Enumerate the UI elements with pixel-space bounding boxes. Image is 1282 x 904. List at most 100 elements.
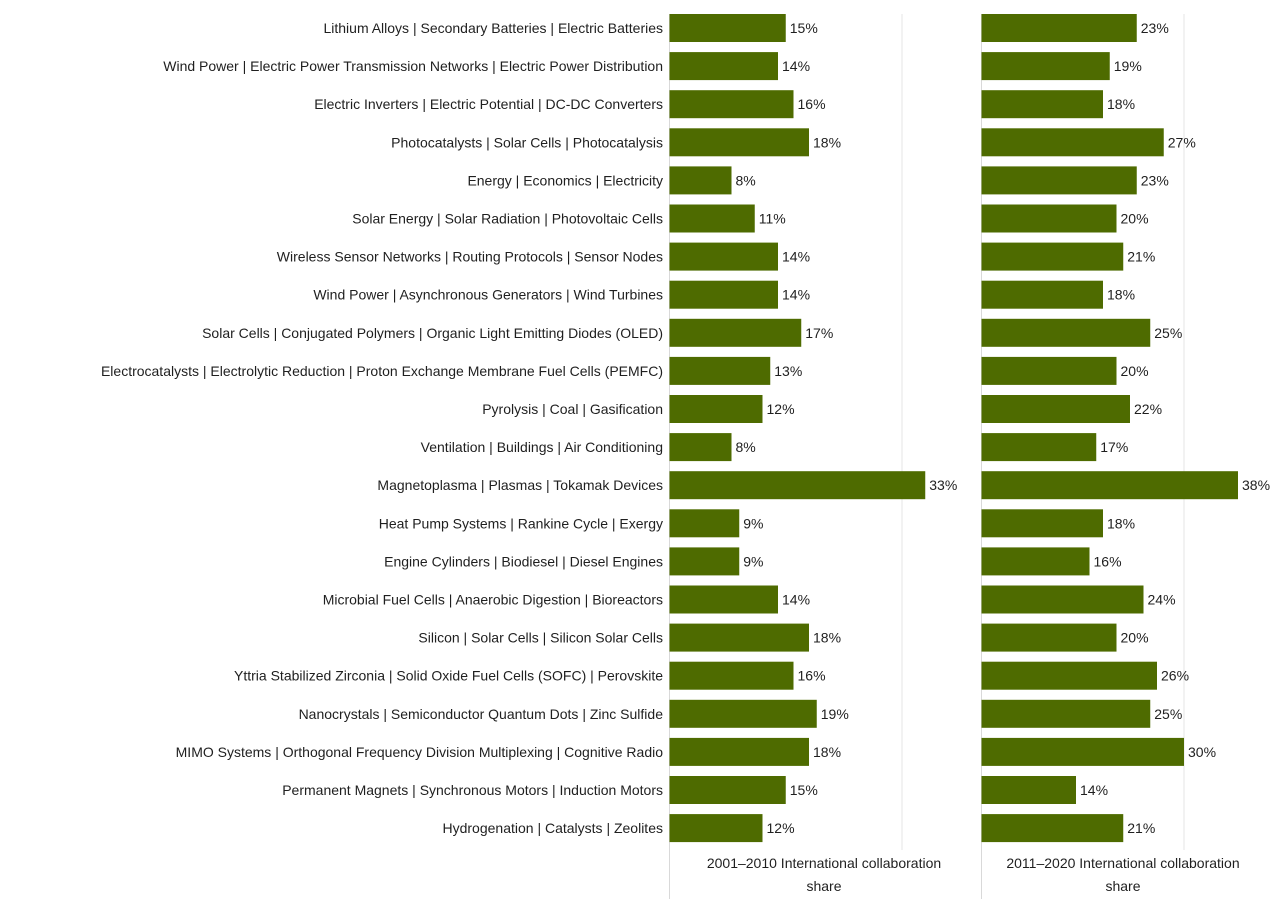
bar [981, 204, 1117, 233]
category-label: Yttria Stabilized Zirconia | Solid Oxide… [234, 668, 663, 684]
panel-title: 2001–2010 International collaboration [707, 855, 941, 871]
category-label: Nanocrystals | Semiconductor Quantum Dot… [299, 706, 664, 722]
bar [669, 14, 786, 42]
bar [669, 166, 732, 195]
data-label: 14% [782, 287, 810, 303]
data-label: 9% [743, 515, 763, 531]
category-label: Lithium Alloys | Secondary Batteries | E… [323, 20, 663, 36]
data-label: 25% [1154, 706, 1182, 722]
data-label: 26% [1161, 668, 1189, 684]
bar [981, 737, 1184, 766]
bar [669, 471, 926, 500]
bar [669, 509, 740, 538]
bar [669, 128, 809, 157]
panel-title: 2011–2020 International collaboration [1006, 855, 1239, 871]
bar [981, 395, 1130, 423]
category-label: Wireless Sensor Networks | Routing Proto… [277, 249, 663, 265]
bar [669, 699, 817, 728]
data-label: 20% [1121, 363, 1149, 379]
bar [981, 776, 1076, 804]
data-label: 11% [759, 211, 786, 227]
bar [669, 661, 794, 690]
category-label: Photocatalysts | Solar Cells | Photocata… [391, 134, 663, 150]
bar [669, 356, 771, 385]
category-label: Permanent Magnets | Synchronous Motors |… [282, 782, 663, 798]
data-label: 18% [1107, 287, 1135, 303]
data-label: 15% [790, 20, 818, 36]
data-label: 16% [1094, 553, 1122, 569]
category-label: Electrocatalysts | Electrolytic Reductio… [101, 363, 663, 379]
bar [981, 623, 1117, 652]
category-label: Wind Power | Electric Power Transmission… [163, 58, 663, 74]
bar [669, 585, 778, 614]
data-label: 19% [821, 706, 849, 722]
data-label: 20% [1121, 630, 1149, 646]
bar [981, 661, 1157, 690]
panel-title: share [1105, 878, 1140, 894]
data-label: 23% [1141, 20, 1169, 36]
category-label: Pyrolysis | Coal | Gasification [482, 401, 663, 417]
bar [669, 395, 763, 423]
bar [981, 509, 1103, 538]
data-label: 17% [805, 325, 833, 341]
data-label: 14% [782, 249, 810, 265]
bar [981, 814, 1124, 843]
bar [981, 166, 1137, 195]
bar [669, 242, 778, 271]
data-label: 8% [736, 439, 756, 455]
bar [669, 318, 802, 347]
bar [981, 52, 1110, 81]
category-label: MIMO Systems | Orthogonal Frequency Divi… [176, 744, 664, 760]
bar [669, 814, 763, 843]
data-label: 13% [774, 363, 802, 379]
data-label: 21% [1127, 249, 1155, 265]
bar [669, 52, 778, 81]
bar [981, 242, 1124, 271]
data-label: 16% [798, 96, 826, 112]
data-label: 33% [929, 477, 957, 493]
bar [981, 318, 1151, 347]
category-label: Microbial Fuel Cells | Anaerobic Digesti… [323, 592, 663, 608]
bar [981, 547, 1090, 576]
data-label: 30% [1188, 744, 1216, 760]
data-label: 20% [1121, 211, 1149, 227]
category-label: Solar Energy | Solar Radiation | Photovo… [352, 211, 663, 227]
data-label: 19% [1114, 58, 1142, 74]
data-label: 23% [1141, 172, 1169, 188]
category-label: Solar Cells | Conjugated Polymers | Orga… [202, 325, 663, 341]
bar [981, 90, 1103, 119]
bar [669, 433, 732, 462]
bar [669, 737, 809, 766]
bar [981, 14, 1137, 42]
bar [669, 90, 794, 119]
category-label: Magnetoplasma | Plasmas | Tokamak Device… [377, 477, 663, 493]
bar [669, 547, 740, 576]
data-label: 27% [1168, 134, 1196, 150]
data-label: 22% [1134, 401, 1162, 417]
bar [669, 623, 809, 652]
data-label: 9% [743, 553, 763, 569]
category-label: Ventilation | Buildings | Air Conditioni… [421, 439, 663, 455]
bar [981, 699, 1151, 728]
data-label: 18% [813, 134, 841, 150]
bar [981, 128, 1164, 157]
category-label: Silicon | Solar Cells | Silicon Solar Ce… [418, 630, 663, 646]
data-label: 24% [1148, 592, 1176, 608]
data-label: 18% [1107, 515, 1135, 531]
data-label: 14% [1080, 782, 1108, 798]
data-label: 25% [1154, 325, 1182, 341]
bar [669, 280, 778, 309]
data-label: 14% [782, 58, 810, 74]
bar [669, 776, 786, 804]
bar [981, 585, 1144, 614]
bar [981, 433, 1097, 462]
data-label: 18% [813, 630, 841, 646]
data-label: 16% [798, 668, 826, 684]
data-label: 15% [790, 782, 818, 798]
bar [981, 471, 1238, 500]
data-label: 38% [1242, 477, 1270, 493]
category-label: Hydrogenation | Catalysts | Zeolites [443, 820, 664, 836]
bar [669, 204, 755, 233]
